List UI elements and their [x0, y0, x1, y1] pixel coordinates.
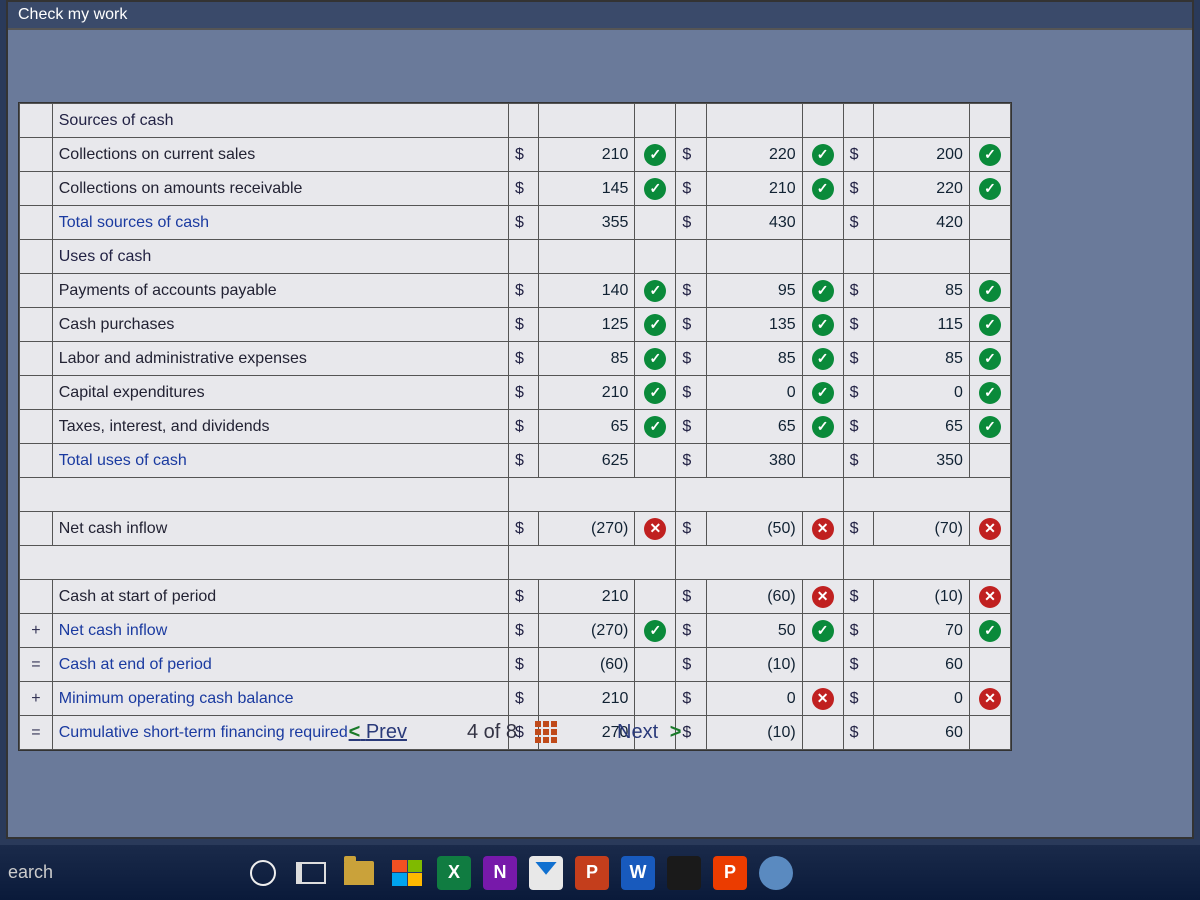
- cortana-icon[interactable]: [245, 855, 281, 891]
- section-header-sources: Sources of cash: [52, 104, 508, 138]
- table-row: Capital expenditures $210✓ $0✓ $0✓: [20, 376, 1011, 410]
- content-area: Check my work Sources of cash Collection…: [6, 0, 1194, 839]
- grade-mark: ✓: [635, 138, 676, 172]
- cell-value[interactable]: 210: [539, 138, 635, 172]
- table-row: Collections on amounts receivable $ 145 …: [20, 172, 1011, 206]
- check-icon: ✓: [644, 144, 666, 166]
- check-icon: ✓: [979, 620, 1001, 642]
- next-button[interactable]: Next >: [617, 721, 681, 744]
- check-icon: ✓: [812, 348, 834, 370]
- table-row: = Cash at end of period $(60) $(10) $60: [20, 648, 1011, 682]
- next-label: Next: [617, 721, 658, 743]
- check-icon: ✓: [644, 348, 666, 370]
- check-icon: ✓: [812, 314, 834, 336]
- table-row: Total sources of cash $ 355 $ 430 $ 420: [20, 206, 1011, 240]
- table-row: Total uses of cash $625 $380 $350: [20, 444, 1011, 478]
- question-nav: < Prev 4 of 8 Next >: [18, 707, 1012, 757]
- check-icon: ✓: [812, 178, 834, 200]
- prev-button[interactable]: < Prev: [349, 721, 407, 744]
- check-icon: ✓: [979, 348, 1001, 370]
- check-icon: ✓: [644, 280, 666, 302]
- check-icon: ✓: [644, 416, 666, 438]
- chevron-left-icon: <: [349, 721, 361, 743]
- mail-icon[interactable]: [529, 856, 563, 890]
- spacer-row: [20, 546, 1011, 580]
- table-row: Cash purchases $125✓ $135✓ $115✓: [20, 308, 1011, 342]
- row-label: Collections on current sales: [52, 138, 508, 172]
- x-icon: ✕: [979, 518, 1001, 540]
- check-icon: ✓: [644, 178, 666, 200]
- office-icon[interactable]: P: [713, 856, 747, 890]
- check-icon: ✓: [644, 382, 666, 404]
- table-row: Uses of cash: [20, 240, 1011, 274]
- table-row: Labor and administrative expenses $85✓ $…: [20, 342, 1011, 376]
- check-icon: ✓: [812, 280, 834, 302]
- spacer-row: [20, 478, 1011, 512]
- table-row: + Net cash inflow $(270)✓ $50✓ $70✓: [20, 614, 1011, 648]
- file-explorer-icon[interactable]: [341, 855, 377, 891]
- obs-icon[interactable]: [667, 856, 701, 890]
- check-icon: ✓: [644, 620, 666, 642]
- header-bar: Check my work: [8, 2, 1192, 30]
- currency-symbol: $: [509, 138, 539, 172]
- app-window: Check my work Sources of cash Collection…: [0, 0, 1200, 845]
- microsoft-store-icon[interactable]: [389, 855, 425, 891]
- check-icon: ✓: [979, 382, 1001, 404]
- taskbar: earch X N P W P: [0, 845, 1200, 900]
- cash-budget-table: Sources of cash Collections on current s…: [19, 103, 1011, 750]
- progress-indicator: 4 of 8: [467, 721, 557, 744]
- table-row: Collections on current sales $ 210 ✓ $ 2…: [20, 138, 1011, 172]
- table-row: Taxes, interest, and dividends $65✓ $65✓…: [20, 410, 1011, 444]
- lead-cell: [20, 104, 53, 138]
- x-icon: ✕: [812, 586, 834, 608]
- check-my-work-label: Check my work: [18, 6, 127, 23]
- cash-budget-sheet: Sources of cash Collections on current s…: [18, 102, 1012, 751]
- lead-plus: +: [20, 614, 53, 648]
- x-icon: ✕: [644, 518, 666, 540]
- check-icon: ✓: [979, 280, 1001, 302]
- taskbar-search[interactable]: earch: [8, 862, 53, 883]
- check-icon: ✓: [812, 382, 834, 404]
- prev-label: Prev: [366, 721, 407, 743]
- x-icon: ✕: [812, 518, 834, 540]
- chevron-right-icon: >: [670, 721, 682, 743]
- check-icon: ✓: [979, 144, 1001, 166]
- table-row: Cash at start of period $210 $(60)✕ $(10…: [20, 580, 1011, 614]
- table-row: Net cash inflow $(270)✕ $(50)✕ $(70)✕: [20, 512, 1011, 546]
- powerpoint-icon[interactable]: P: [575, 856, 609, 890]
- question-grid-icon[interactable]: [535, 721, 557, 743]
- x-icon: ✕: [979, 586, 1001, 608]
- check-icon: ✓: [812, 620, 834, 642]
- table-row: Payments of accounts payable $140✓ $95✓ …: [20, 274, 1011, 308]
- check-icon: ✓: [812, 416, 834, 438]
- task-view-icon[interactable]: [293, 855, 329, 891]
- check-icon: ✓: [644, 314, 666, 336]
- onenote-icon[interactable]: N: [483, 856, 517, 890]
- word-icon[interactable]: W: [621, 856, 655, 890]
- check-icon: ✓: [812, 144, 834, 166]
- check-icon: ✓: [979, 416, 1001, 438]
- progress-text: 4 of 8: [467, 721, 517, 744]
- edge-icon[interactable]: [759, 856, 793, 890]
- excel-icon[interactable]: X: [437, 856, 471, 890]
- table-row: Sources of cash: [20, 104, 1011, 138]
- lead-eq: =: [20, 648, 53, 682]
- check-icon: ✓: [979, 314, 1001, 336]
- check-icon: ✓: [979, 178, 1001, 200]
